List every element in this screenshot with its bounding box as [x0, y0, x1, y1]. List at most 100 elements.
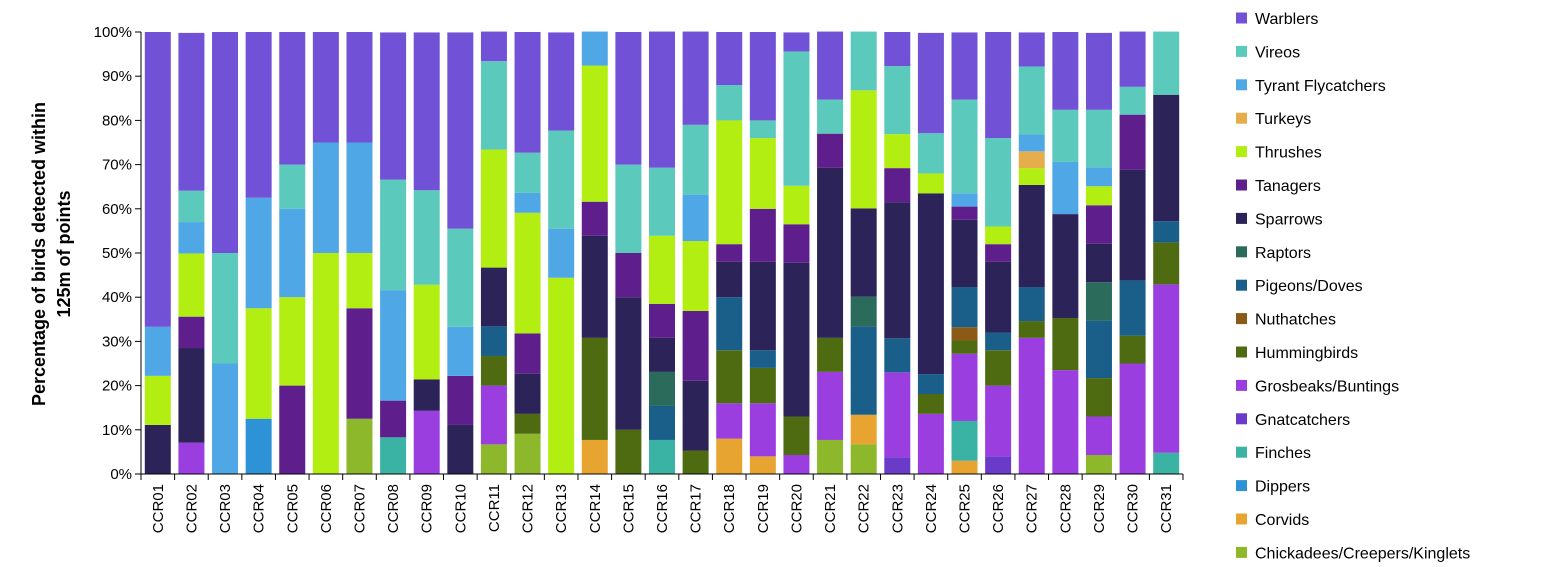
bar-segment [682, 241, 709, 311]
bar-segment [1052, 32, 1079, 110]
bar-segment [716, 350, 743, 404]
bar-segment [951, 340, 978, 354]
bar-segment [649, 439, 675, 474]
bar-segment [1153, 284, 1180, 453]
bar-stack [1052, 32, 1079, 474]
bar-segment [144, 326, 171, 376]
bar-segment [1153, 221, 1180, 243]
bar-segment [783, 185, 810, 225]
bar-segment [884, 32, 911, 67]
bar-segment [346, 253, 373, 309]
x-tick-label: CCR28 [1057, 484, 1074, 533]
legend-label: Grosbeaks/Buntings [1255, 378, 1399, 395]
bar-segment [178, 190, 205, 223]
bar-segment [144, 375, 171, 425]
bar-segment [413, 190, 440, 285]
bar-segment [917, 32, 944, 134]
bar-stack [615, 32, 642, 474]
legend-swatch [1236, 446, 1247, 458]
legend-item: Finches [1236, 445, 1311, 462]
x-tick-label: CCR12 [520, 484, 537, 533]
x-tick-label: CCR22 [856, 484, 873, 533]
bar-segment [413, 379, 440, 411]
bar-segment [716, 261, 743, 298]
bar-stack [884, 32, 911, 474]
bar-segment [1119, 114, 1146, 170]
legend-item: Grosbeaks/Buntings [1236, 378, 1399, 395]
bar-segment [1153, 94, 1180, 222]
bar-stack [1153, 31, 1180, 474]
bar-segment [716, 32, 743, 86]
bar-segment [649, 303, 675, 338]
bar-segment [682, 194, 709, 242]
bar-segment [413, 284, 440, 380]
bar-segment [279, 208, 306, 298]
bar-segment [447, 424, 474, 474]
bar-segment [346, 142, 373, 253]
bar-segment [884, 202, 911, 339]
bar-segment [480, 326, 507, 356]
bar-segment [245, 197, 272, 309]
bar-segment [548, 32, 575, 131]
x-tick-label: CCR23 [889, 484, 906, 533]
bar-segment [749, 403, 776, 457]
legend-label: Chickadees/Creepers/Kinglets [1255, 545, 1470, 562]
x-tick-label: CCR13 [553, 484, 570, 533]
bar-segment [514, 333, 541, 374]
legend-item: Chickadees/Creepers/Kinglets [1236, 545, 1470, 562]
bar-segment [716, 403, 743, 439]
bar-segment [649, 405, 675, 440]
bar-segment [480, 31, 507, 62]
bar-segment [1085, 32, 1112, 110]
bar-segment [312, 253, 339, 474]
bar-segment [514, 433, 541, 474]
bar-segment [817, 99, 844, 134]
x-tick-label: CCR29 [1091, 484, 1108, 533]
bar-segment [413, 32, 440, 191]
bar-segment [1018, 184, 1045, 288]
bar-segment [413, 410, 440, 474]
legend-label: Nuthatches [1255, 312, 1336, 329]
bar-segment [514, 152, 541, 193]
bar-stack [917, 32, 944, 474]
y-tick-label: 40% [102, 289, 132, 306]
y-tick-label: 60% [102, 201, 132, 218]
bar-segment [615, 297, 642, 430]
bar-segment [615, 32, 642, 165]
bar-segment [985, 332, 1012, 351]
bar-segment [1018, 32, 1045, 67]
bar-segment [783, 454, 810, 474]
bar-segment [649, 235, 675, 304]
bar-stack [514, 32, 541, 474]
x-tick-label: CCR04 [251, 484, 268, 533]
legend-label: Hummingbirds [1255, 345, 1358, 362]
bar-segment [850, 208, 877, 297]
y-tick-label: 90% [102, 68, 132, 85]
x-tick-label: CCR17 [688, 484, 705, 533]
x-tick-label: CCR10 [452, 484, 469, 533]
bar-segment [447, 375, 474, 425]
bar-segment [548, 228, 575, 278]
x-tick-label: CCR02 [183, 484, 200, 533]
bar-segment [1052, 214, 1079, 318]
bar-segment [783, 224, 810, 263]
legend-item: Hummingbirds [1236, 345, 1358, 362]
bar-segment [817, 371, 844, 440]
bar-segment [514, 413, 541, 434]
bar-segment [279, 297, 306, 386]
bar-segment [985, 385, 1012, 457]
legend-label: Raptors [1255, 245, 1311, 262]
bar-segment [1085, 454, 1112, 474]
bar-segment [917, 413, 944, 474]
bar-segment [1018, 337, 1045, 474]
bar-segment [1119, 280, 1146, 336]
bar-segment [548, 130, 575, 229]
x-tick-label: CCR21 [822, 484, 839, 533]
x-tick-label: CCR24 [923, 484, 940, 533]
bar-segment [1085, 378, 1112, 417]
bar-segment [1018, 151, 1045, 169]
bar-segment [480, 61, 507, 150]
bar-segment [951, 460, 978, 474]
bars [144, 31, 1180, 474]
bar-segment [380, 290, 407, 401]
